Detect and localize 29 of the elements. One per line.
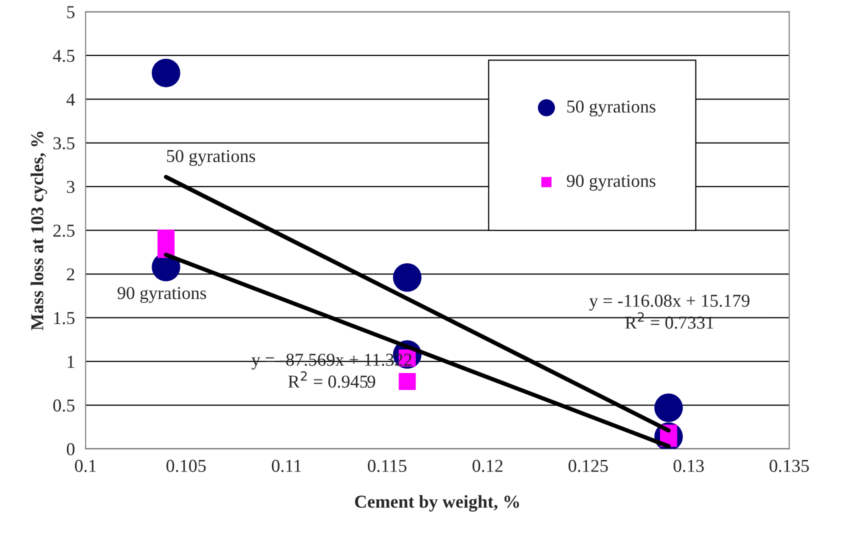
x-tick-label: 0.13 bbox=[674, 460, 704, 472]
y-tick-label: 4.5 bbox=[52, 50, 74, 62]
annotation: 90 gyrations bbox=[118, 286, 206, 303]
y-tick-label: 0 bbox=[66, 443, 74, 456]
x-tick-label: 0.11 bbox=[272, 460, 302, 472]
x-tick-label: 0.105 bbox=[166, 460, 206, 472]
y-tick-label: 5 bbox=[67, 6, 74, 18]
point bbox=[654, 394, 683, 422]
point bbox=[393, 263, 422, 292]
x-tick-label: 0.1 bbox=[75, 460, 96, 472]
annotation: 50 gyrations bbox=[167, 150, 256, 166]
y-tick-label: 1.5 bbox=[54, 312, 74, 324]
point bbox=[398, 373, 416, 390]
y-tick-label: 2 bbox=[66, 268, 74, 280]
y-tick-label: 1 bbox=[68, 356, 74, 368]
y-tick-label: 3.5 bbox=[53, 137, 74, 150]
x-tick-label: 0.135 bbox=[770, 460, 809, 472]
point bbox=[152, 58, 180, 88]
x-tick-label: 0.115 bbox=[368, 460, 406, 472]
legend-label: 50 gyrations bbox=[567, 100, 656, 116]
legend-label: 90 gyrations bbox=[566, 174, 656, 191]
x-tick-label: 0.12 bbox=[472, 460, 502, 472]
y-tick-label: 3 bbox=[67, 180, 74, 194]
x-axis-title: Cement by weight, % bbox=[355, 495, 519, 512]
x-tick-label: 0.125 bbox=[568, 460, 608, 472]
y-axis-title: Mass loss at 103 cycles, % bbox=[30, 132, 48, 330]
y-tick-label: 4 bbox=[66, 94, 75, 106]
y-tick-label: 0.5 bbox=[53, 399, 74, 412]
y-tick-label: 2.5 bbox=[53, 224, 74, 237]
